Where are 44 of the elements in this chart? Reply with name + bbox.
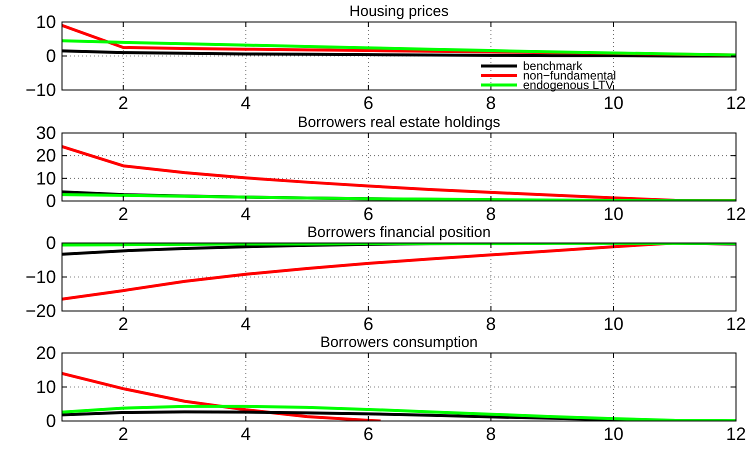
y-tick-label: 10 bbox=[36, 168, 56, 188]
x-tick-label: 6 bbox=[363, 314, 374, 334]
x-tick-label: 10 bbox=[603, 204, 624, 224]
y-tick-label: 10 bbox=[36, 12, 56, 32]
y-tick-label: 0 bbox=[46, 46, 56, 66]
y-tick-label: 10 bbox=[36, 377, 56, 397]
y-tick-label: 30 bbox=[36, 123, 56, 143]
x-tick-label: 2 bbox=[118, 204, 128, 224]
y-tick-label: −10 bbox=[25, 267, 56, 287]
y-tick-label: 20 bbox=[36, 146, 56, 166]
x-tick-label: 2 bbox=[118, 424, 128, 444]
x-tick-label: 2 bbox=[118, 314, 128, 334]
x-tick-label: 12 bbox=[726, 93, 746, 113]
x-tick-label: 8 bbox=[486, 314, 496, 334]
x-tick-label: 8 bbox=[486, 424, 496, 444]
line-series bbox=[62, 39, 736, 56]
x-tick-label: 10 bbox=[603, 93, 624, 113]
y-tick-label: −20 bbox=[25, 301, 56, 321]
x-tick-label: 4 bbox=[240, 314, 251, 334]
x-tick-label: 6 bbox=[363, 204, 374, 224]
x-tick-label: 10 bbox=[603, 314, 624, 334]
y-tick-label: 0 bbox=[46, 233, 56, 253]
x-tick-label: 12 bbox=[726, 314, 746, 334]
x-tick-label: 12 bbox=[726, 204, 746, 224]
chart-title: Housing prices bbox=[349, 3, 449, 20]
y-tick-label: 0 bbox=[46, 191, 56, 211]
x-tick-label: 8 bbox=[486, 204, 496, 224]
x-tick-label: 6 bbox=[363, 93, 374, 113]
y-tick-label: 20 bbox=[36, 343, 56, 363]
chart-title: Borrowers financial position bbox=[307, 224, 491, 241]
x-tick-label: 4 bbox=[240, 93, 251, 113]
x-tick-label: 4 bbox=[240, 424, 251, 444]
x-tick-label: 6 bbox=[363, 424, 374, 444]
y-tick-label: −10 bbox=[25, 80, 56, 100]
line-series bbox=[62, 193, 736, 201]
y-tick-label: 0 bbox=[46, 411, 56, 431]
chart-title: Borrowers consumption bbox=[320, 334, 478, 351]
x-tick-label: 2 bbox=[118, 93, 128, 113]
x-tick-label: 4 bbox=[240, 204, 251, 224]
x-tick-label: 8 bbox=[486, 93, 496, 113]
x-tick-label: 12 bbox=[726, 424, 746, 444]
chart-title: Borrowers real estate holdings bbox=[298, 114, 500, 131]
line-series bbox=[62, 404, 736, 421]
x-tick-label: 10 bbox=[603, 424, 624, 444]
